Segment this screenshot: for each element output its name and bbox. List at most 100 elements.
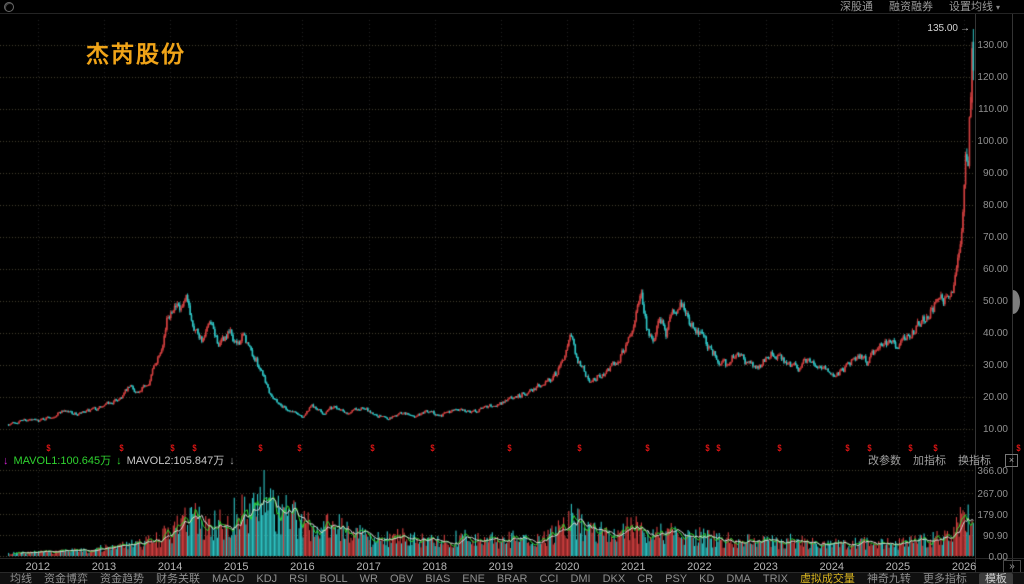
year-axis-label: 2019 <box>488 561 514 573</box>
indicator-tab[interactable]: KD <box>699 573 715 584</box>
price-axis-label: 10.00 <box>982 424 1008 435</box>
dividend-marker-icon[interactable]: $ <box>119 443 124 453</box>
price-axis-label: 90.00 <box>982 168 1008 179</box>
arrow-down-icon: ↓ <box>3 455 9 467</box>
indicator-tab[interactable]: 财务关联 <box>156 573 200 584</box>
volume-axis-label: 0.00 <box>988 552 1008 563</box>
dividend-marker-icon[interactable]: $ <box>507 443 512 453</box>
dividend-marker-icon[interactable]: $ <box>645 443 650 453</box>
dividend-marker-icon[interactable]: $ <box>704 443 710 453</box>
indicator-tab[interactable]: DKX <box>602 573 626 584</box>
dividend-marker-icon[interactable]: $ <box>845 443 850 453</box>
indicator-tab[interactable]: OBV <box>389 573 414 584</box>
dividend-marker-icon[interactable]: $ <box>577 443 582 453</box>
dividend-marker-icon[interactable]: $ <box>430 443 435 453</box>
indicator-tab[interactable]: PSY <box>665 573 688 584</box>
dividend-marker-icon[interactable]: $ <box>777 443 782 453</box>
year-axis-label: 2012 <box>25 561 51 573</box>
indicator-tab[interactable]: 更多指标 <box>922 573 967 584</box>
close-icon[interactable]: × <box>1005 454 1018 467</box>
dividend-marker-icon[interactable]: $ <box>192 443 197 453</box>
dividend-marker-icon[interactable]: $ <box>716 443 721 453</box>
dividend-marker-icon[interactable]: $ <box>258 443 263 453</box>
refresh-icon[interactable] <box>4 2 14 12</box>
indicator-tab[interactable]: MACD <box>212 573 245 584</box>
volume-axis-label: 267.00 <box>977 489 1008 501</box>
indicator-tab[interactable]: BIAS <box>425 573 451 584</box>
dividend-marker-icon[interactable]: $ <box>170 443 175 453</box>
indicator-tab[interactable]: BRAR <box>496 573 528 584</box>
year-axis-label: 2013 <box>91 561 117 573</box>
year-axis-label: 2020 <box>554 561 580 573</box>
indicator-tab-bar: 均线 资金博弈 资金趋势 财务关联 MACD KDJ RSI BOLL WR OBV BIAS ENE… <box>0 572 1024 584</box>
volume-axis-label: 366.00 <box>977 466 1008 477</box>
menu-margin-trading[interactable]: 融资融券 <box>888 1 933 13</box>
indicator-action-button[interactable]: 改参数 <box>868 454 901 467</box>
year-axis-label: 2021 <box>621 561 646 573</box>
arrow-right-icon: → <box>960 23 970 34</box>
latest-price-flag: 135.00 → <box>912 23 970 34</box>
year-axis-label: 2023 <box>753 561 778 573</box>
indicator-tab[interactable]: CR <box>637 573 654 584</box>
dividend-marker-icon[interactable]: $ <box>908 443 913 453</box>
price-axis-label: 120.00 <box>977 72 1008 83</box>
year-axis-label: 2022 <box>687 561 712 573</box>
indicator-tab[interactable]: 均线 <box>10 573 32 584</box>
latest-price-value: 135.00 <box>927 23 958 34</box>
menu-shenzhen-connect[interactable]: 深股通 <box>839 1 873 13</box>
dividend-marker-icon[interactable]: $ <box>1016 443 1021 453</box>
dividend-marker-icon[interactable]: $ <box>297 443 302 453</box>
indicator-action-button[interactable]: 加指标 <box>913 454 946 467</box>
dividend-marker-icon[interactable]: $ <box>46 443 51 453</box>
price-axis-label: 110.00 <box>978 104 1008 115</box>
top-bar: 深股通 融资融券 设置均线 ▾ <box>0 0 1024 14</box>
chevron-down-icon: ▾ <box>995 3 1000 12</box>
menu-ma-settings[interactable]: 设置均线 ▾ <box>948 1 1000 13</box>
indicator-tab[interactable]: WR <box>359 573 378 584</box>
year-axis-label: 2015 <box>224 561 249 573</box>
price-axis-label: 50.00 <box>982 296 1008 307</box>
volume-axis-label: 90.90 <box>982 530 1008 542</box>
year-axis-label: 2016 <box>290 561 315 573</box>
price-axis-label: 70.00 <box>982 232 1008 243</box>
indicator-tab[interactable]: CCI <box>539 573 559 584</box>
dividend-marker-icon[interactable]: $ <box>933 443 938 453</box>
arrow-down-icon: ↓ <box>229 455 235 467</box>
price-axis-label: 100.00 <box>977 136 1008 147</box>
volume-indicator-header: ↓ MAVOL1:100.645万 ↓ MAVOL2:105.847万 ↓ <box>3 455 235 467</box>
indicator-tab[interactable]: 资金趋势 <box>100 573 144 584</box>
year-axis-label: 2024 <box>819 561 844 573</box>
price-axis-label: 80.00 <box>982 200 1008 211</box>
indicator-tab[interactable]: 资金博弈 <box>44 573 88 584</box>
indicator-tab[interactable]: 模板 <box>978 573 1013 584</box>
stock-name: 杰芮股份 <box>86 41 186 67</box>
price-axis-label: 30.00 <box>982 360 1008 371</box>
indicator-tab[interactable]: DMA <box>726 573 751 584</box>
indicator-tab[interactable]: 虚拟成交量 <box>799 573 855 584</box>
scrollbar-track <box>1012 14 1013 572</box>
indicator-tab[interactable]: KDJ <box>256 573 278 584</box>
year-axis-label: 2026 <box>951 561 977 573</box>
arrow-down-icon: ↓ <box>116 455 122 467</box>
axis-divider <box>975 14 976 572</box>
time-axis <box>0 558 1024 573</box>
indicator-tab[interactable]: TRIX <box>762 573 788 584</box>
year-axis-label: 2017 <box>356 561 381 573</box>
indicator-tab[interactable]: RSI <box>289 573 308 584</box>
price-axis-label: 40.00 <box>982 328 1008 339</box>
top-menu: 深股通 融资融券 设置均线 ▾ <box>840 1 1000 14</box>
panel-collapse-handle[interactable] <box>1013 290 1020 314</box>
indicator-tab[interactable]: ENE <box>462 573 485 584</box>
dividend-marker-icon[interactable]: $ <box>867 443 872 453</box>
dividend-marker-icon[interactable]: $ <box>370 443 375 453</box>
indicator-tab[interactable]: BOLL <box>319 573 348 584</box>
year-axis-label: 2025 <box>885 561 911 573</box>
price-axis-label: 60.00 <box>982 264 1008 275</box>
indicator-tab[interactable]: 神奇九转 <box>866 573 911 584</box>
year-axis-label: 2018 <box>422 561 447 573</box>
year-axis-label: 2014 <box>157 561 183 573</box>
indicator-action-button[interactable]: 换指标 <box>958 454 991 467</box>
indicator-tab[interactable]: DMI <box>570 573 591 584</box>
indicator-actions: 改参数 加指标 换指标 × <box>868 454 1018 467</box>
